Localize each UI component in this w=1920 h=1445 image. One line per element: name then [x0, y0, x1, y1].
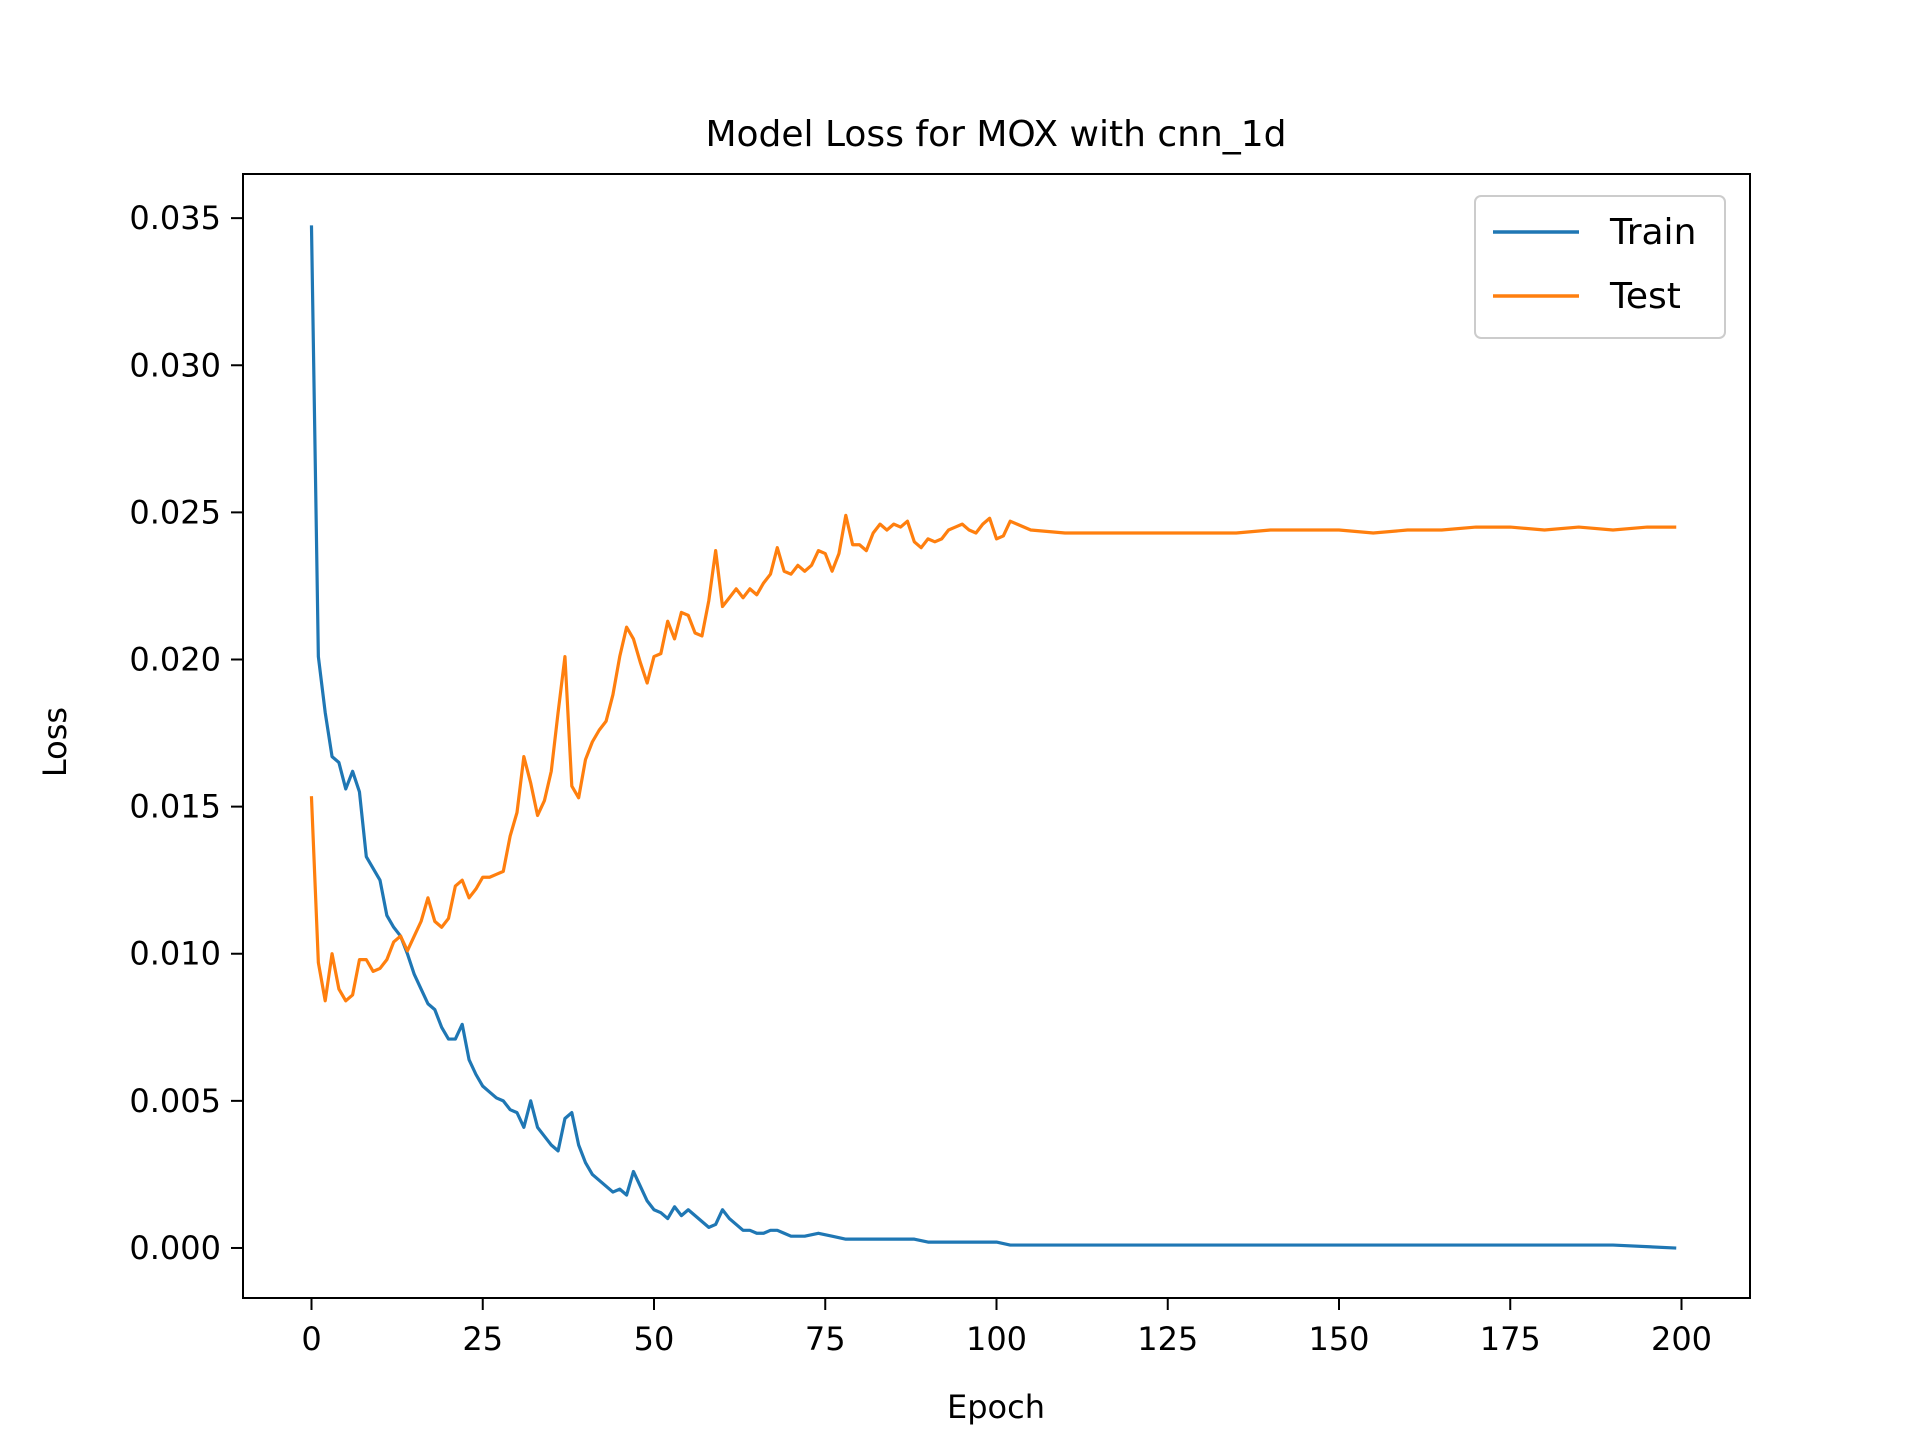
y-tick-label: 0.010	[129, 935, 221, 973]
x-tick-label: 100	[966, 1320, 1027, 1358]
x-tick-label: 0	[301, 1320, 321, 1358]
y-tick-label: 0.005	[129, 1082, 221, 1120]
legend-label-test: Test	[1609, 276, 1681, 317]
series-line-test	[309, 513, 1677, 1003]
series-line-train	[309, 225, 1677, 1250]
y-tick-label: 0.000	[129, 1229, 221, 1267]
y-tick-label: 0.025	[129, 493, 221, 531]
x-tick-label: 75	[805, 1320, 846, 1358]
legend: Train Test	[1474, 195, 1726, 339]
x-tick-label: 125	[1137, 1320, 1198, 1358]
y-tick-label: 0.015	[129, 788, 221, 826]
legend-label-train: Train	[1609, 212, 1696, 253]
y-tick-label: 0.030	[129, 346, 221, 384]
x-tick-label: 25	[462, 1320, 503, 1358]
plot-area: 0 25 50 75 100 125 150 175 200 0.000 0.005 0.010 0.0…	[129, 173, 1751, 1358]
x-tick-label: 200	[1651, 1320, 1712, 1358]
x-tick-label: 50	[634, 1320, 675, 1358]
x-axis-label: Epoch	[947, 1388, 1045, 1426]
chart-title: Model Loss for MOX with cnn_1d	[705, 114, 1286, 155]
x-tick-label: 175	[1480, 1320, 1541, 1358]
y-tick-label: 0.020	[129, 640, 221, 678]
y-axis-label: Loss	[36, 707, 74, 777]
x-tick-label: 150	[1308, 1320, 1369, 1358]
y-tick-label: 0.035	[129, 199, 221, 237]
